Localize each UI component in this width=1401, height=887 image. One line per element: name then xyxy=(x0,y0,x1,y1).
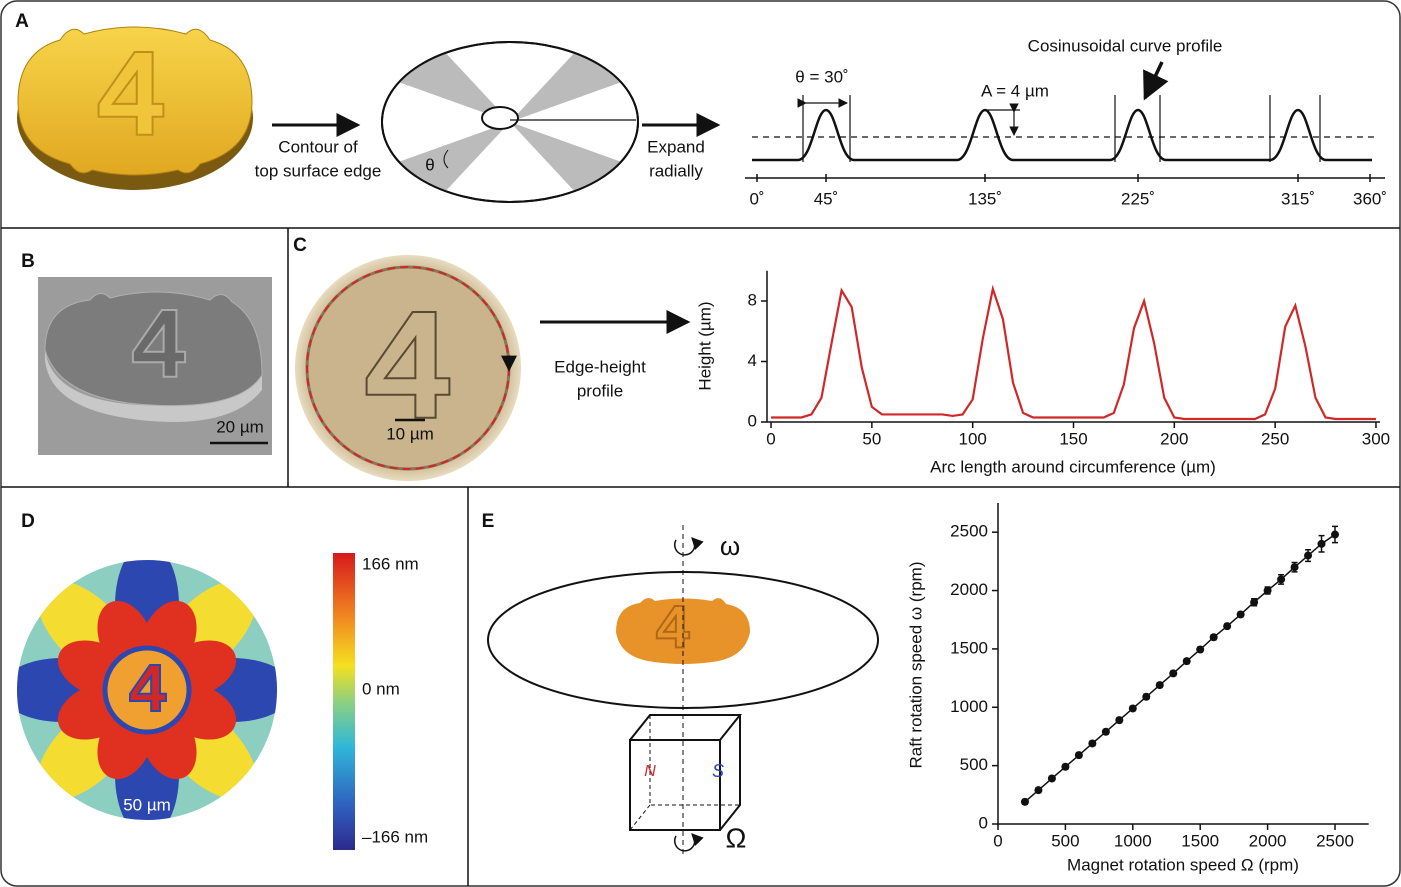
colorbar xyxy=(333,553,355,850)
connecting-line xyxy=(1025,535,1335,802)
panel-label: D xyxy=(21,511,35,532)
rotation-arrow xyxy=(675,834,695,851)
data-point xyxy=(1264,587,1272,595)
data-point xyxy=(1277,575,1285,583)
x-axis-label: Magnet rotation speed Ω (rpm) xyxy=(1067,855,1299,874)
y-tick-label: 500 xyxy=(960,755,988,774)
south-pole: S xyxy=(712,761,724,781)
panel-label: C xyxy=(293,235,307,256)
x-tick-label: 100 xyxy=(958,429,986,448)
label: top surface edge xyxy=(255,161,382,180)
data-point xyxy=(1183,657,1191,665)
theta-symbol: θ xyxy=(425,155,434,174)
y-tick-label: 2500 xyxy=(950,522,988,541)
data-point xyxy=(1223,622,1231,630)
profile-tick-label: 135˚ xyxy=(968,189,1002,208)
data-point xyxy=(1142,693,1150,701)
center-ring xyxy=(482,107,518,129)
y-tick-label: 0 xyxy=(979,813,988,832)
label: Contour of xyxy=(278,137,358,156)
profile-tick-label: 225˚ xyxy=(1121,189,1155,208)
y-axis-label: Raft rotation speed ω (rpm) xyxy=(906,562,925,769)
x-tick-label: 0 xyxy=(993,831,1002,850)
y-tick-label: 2000 xyxy=(950,580,988,599)
label: radially xyxy=(649,161,703,180)
data-point xyxy=(1237,610,1245,618)
rotation-arrow xyxy=(675,538,695,555)
north-pole: N xyxy=(644,763,656,780)
data-point xyxy=(1048,774,1056,782)
label: Edge-height xyxy=(554,357,646,376)
scale-label: 20 µm xyxy=(216,417,264,436)
profile-tick-label: 360˚ xyxy=(1353,189,1387,208)
data-point xyxy=(1169,669,1177,677)
profile-tick-label: 315˚ xyxy=(1281,189,1315,208)
scale-label: 50 µm xyxy=(123,795,171,814)
theta-label: θ = 30˚ xyxy=(795,67,848,86)
data-point xyxy=(1075,751,1083,759)
colorbar-label: –166 nm xyxy=(362,827,428,846)
colorbar-label: 166 nm xyxy=(362,554,419,573)
data-point xyxy=(1021,798,1029,806)
data-point xyxy=(1331,531,1339,539)
data-point xyxy=(1129,704,1137,712)
y-tick-label: 4 xyxy=(748,351,757,370)
data-point xyxy=(1115,716,1123,724)
profile-tick-label: 0˚ xyxy=(749,189,764,208)
profile-tick-label: 45˚ xyxy=(814,189,839,208)
y-axis-label: Height (µm) xyxy=(695,301,714,390)
data-point xyxy=(1034,786,1042,794)
x-tick-label: 250 xyxy=(1261,429,1289,448)
x-tick-label: 1500 xyxy=(1181,831,1219,850)
data-line xyxy=(771,289,1376,419)
x-tick-label: 150 xyxy=(1059,429,1087,448)
label: profile xyxy=(577,381,623,400)
y-tick-label: 1500 xyxy=(950,638,988,657)
x-tick-label: 2000 xyxy=(1249,831,1287,850)
data-point xyxy=(1210,633,1218,641)
data-point xyxy=(1102,728,1110,736)
data-point xyxy=(1304,552,1312,560)
data-point xyxy=(1061,763,1069,771)
fringe-core xyxy=(105,648,189,732)
data-point xyxy=(1318,540,1326,548)
raft-top xyxy=(18,27,252,175)
amplitude-label: A = 4 µm xyxy=(981,81,1049,100)
x-tick-label: 50 xyxy=(862,429,881,448)
omega-symbol: ω xyxy=(720,531,740,561)
x-tick-label: 500 xyxy=(1051,831,1079,850)
figure: A B C D E Contour of top surface edge θ Expand ra… xyxy=(0,0,1401,887)
x-tick-label: 2500 xyxy=(1316,831,1354,850)
data-point xyxy=(1250,598,1258,606)
x-tick-label: 0 xyxy=(766,429,775,448)
big-omega-symbol: Ω xyxy=(726,822,747,853)
y-tick-label: 0 xyxy=(748,411,757,430)
data-point xyxy=(1291,563,1299,571)
x-tick-label: 300 xyxy=(1362,429,1390,448)
callout: Cosinusoidal curve profile xyxy=(1028,36,1223,55)
x-tick-label: 200 xyxy=(1160,429,1188,448)
panel-label: B xyxy=(21,251,35,272)
data-point xyxy=(1196,645,1204,653)
profile-curve xyxy=(752,110,1372,160)
data-point xyxy=(1156,681,1164,689)
y-tick-label: 8 xyxy=(748,290,757,309)
panel-label: E xyxy=(482,511,495,532)
sem-raft-top xyxy=(45,292,262,406)
callout-arrow xyxy=(1145,62,1162,98)
scale-label: 10 µm xyxy=(386,424,434,443)
y-tick-label: 1000 xyxy=(950,697,988,716)
label: Expand xyxy=(647,137,705,156)
x-axis-label: Arc length around circumference (µm) xyxy=(930,457,1216,476)
panel-label: A xyxy=(15,11,29,32)
data-point xyxy=(1088,739,1096,747)
colorbar-label: 0 nm xyxy=(362,679,400,698)
x-tick-label: 1000 xyxy=(1114,831,1152,850)
